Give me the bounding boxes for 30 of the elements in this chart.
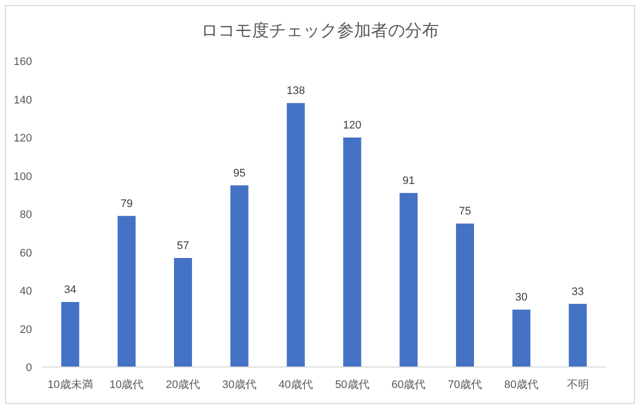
- data-label: 79: [120, 198, 133, 210]
- data-label: 138: [286, 85, 305, 98]
- x-tick-label: 30歳代: [222, 378, 257, 391]
- y-tick-label: 20: [20, 324, 32, 336]
- y-tick-label: 0: [26, 362, 32, 374]
- data-label: 57: [176, 240, 190, 252]
- x-tick-label: 70歳代: [448, 378, 482, 391]
- y-tick-label: 80: [20, 209, 32, 221]
- data-label: 75: [458, 206, 472, 218]
- y-tick-label: 140: [14, 94, 32, 106]
- x-tick-label: 50歳代: [335, 378, 370, 391]
- y-tick-label: 120: [14, 132, 32, 144]
- y-tick-label: 60: [20, 247, 32, 260]
- data-label: 91: [402, 174, 415, 187]
- title: ロコモ度チェック参加者の分布: [201, 21, 439, 40]
- data-label: 120: [343, 120, 362, 132]
- x-tick-label: 20歳代: [166, 378, 200, 391]
- x-tick-label: 40歳代: [278, 378, 313, 391]
- x-tick-label: 10歳未満: [48, 378, 93, 391]
- x-tick-label: 10歳代: [109, 378, 144, 391]
- y-tick-label: 160: [14, 56, 32, 68]
- y-tick-label: 100: [14, 170, 32, 183]
- x-tick-label: 60歳代: [391, 378, 426, 391]
- x-tick-label: 不明: [566, 379, 589, 391]
- data-label: 30: [515, 292, 528, 304]
- y-tick-label: 40: [20, 286, 32, 298]
- data-label: 95: [233, 167, 246, 180]
- data-label: 33: [572, 286, 584, 298]
- data-label: 34: [64, 284, 76, 296]
- x-tick-label: 80歳代: [504, 378, 539, 391]
